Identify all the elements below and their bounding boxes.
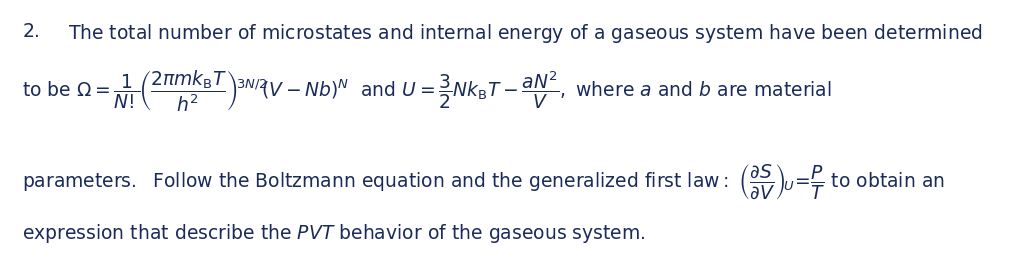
Text: $\mathrm{The\ total\ number\ of\ microstates\ and\ internal\ energy\ of\ a\ gase: $\mathrm{The\ total\ number\ of\ microst… [68,22,983,45]
Text: $\mathrm{to\ be\ }\Omega = \dfrac{1}{N!}\!\left(\dfrac{2\pi mk_\mathrm{B}T}{h^2}: $\mathrm{to\ be\ }\Omega = \dfrac{1}{N!}… [22,68,831,114]
Text: $\mathrm{parameters.\ \ Follow\ the\ Boltzmann\ equation\ and\ the\ generalized\: $\mathrm{parameters.\ \ Follow\ the\ Bol… [22,162,945,201]
Text: $2.$: $2.$ [22,22,40,41]
Text: $\mathrm{expression\ that\ describe\ the\ }\mathit{PVT}\mathrm{\ behavior\ of\ t: $\mathrm{expression\ that\ describe\ the… [22,222,645,245]
